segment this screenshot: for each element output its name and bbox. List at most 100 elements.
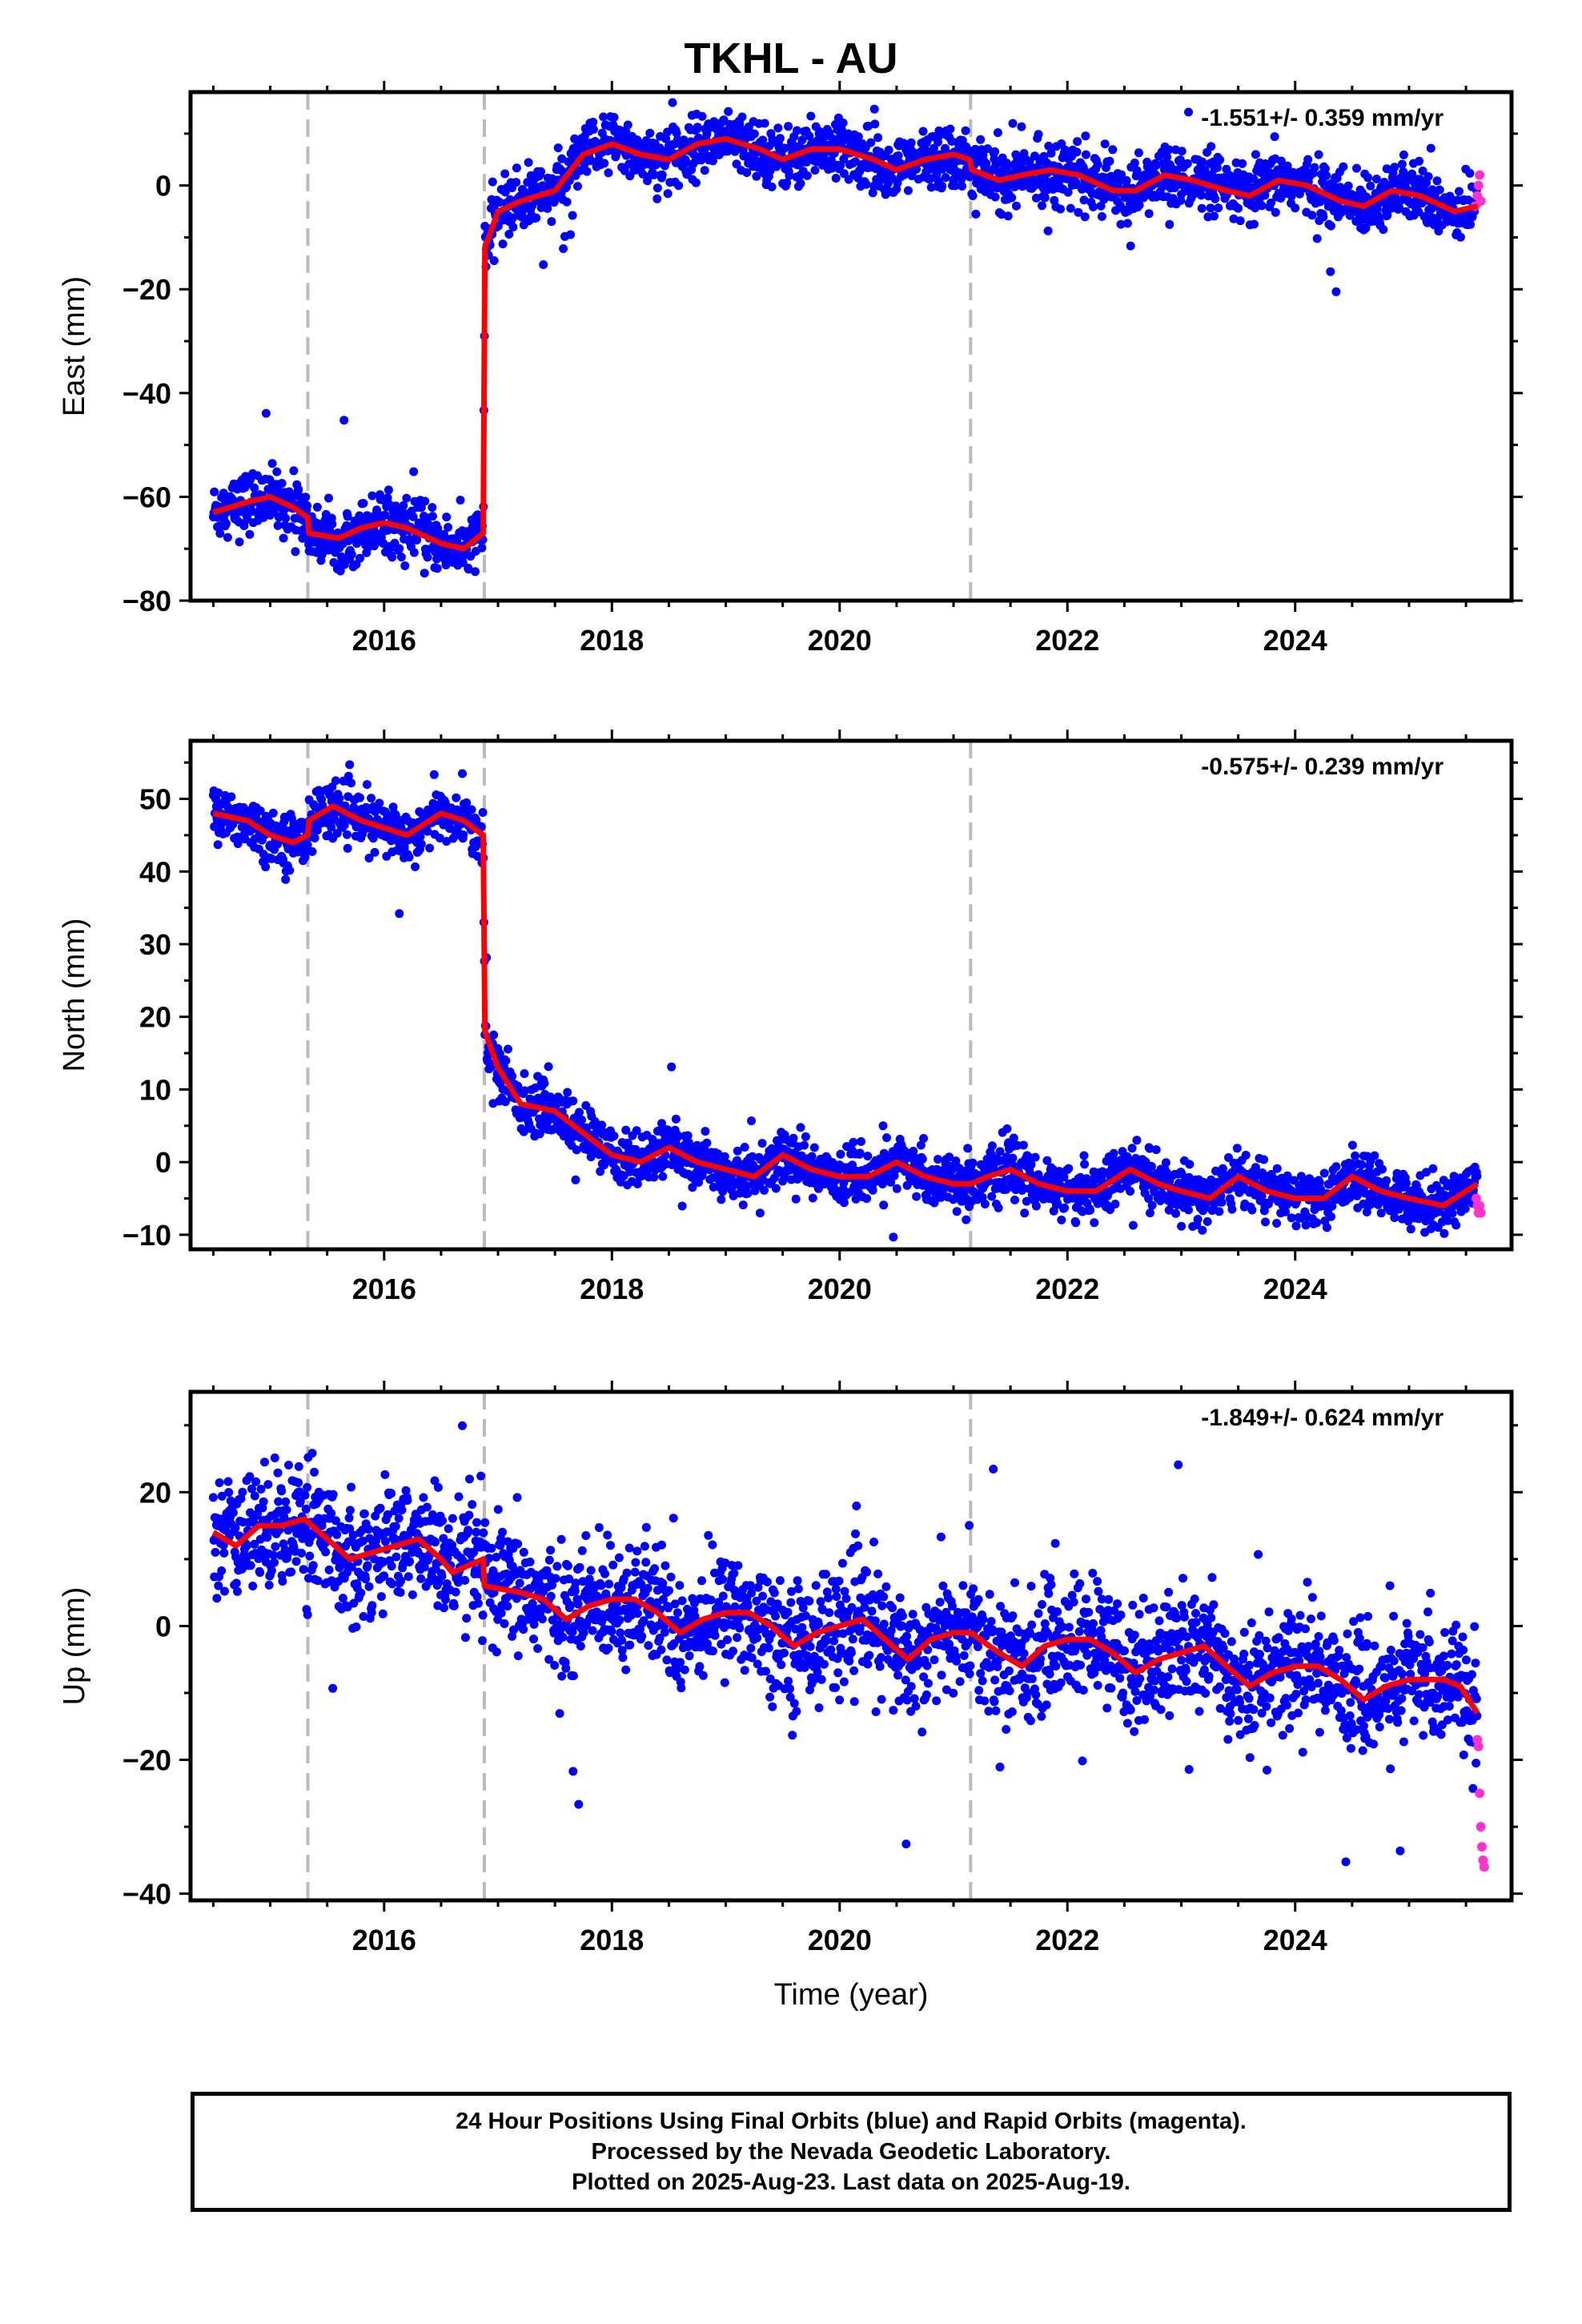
x-tick-label: 2020	[808, 1273, 872, 1305]
data-point	[467, 805, 476, 814]
data-point	[1327, 1212, 1335, 1221]
data-point	[903, 186, 913, 195]
data-point	[1063, 187, 1073, 197]
data-point	[1272, 1164, 1282, 1173]
data-point	[1053, 1198, 1062, 1208]
data-point	[961, 126, 970, 135]
data-point	[1108, 145, 1118, 155]
data-point	[1291, 1221, 1301, 1231]
data-point	[547, 217, 556, 227]
data-point	[1109, 1148, 1118, 1158]
data-point	[700, 146, 709, 155]
rapid-point	[1475, 170, 1485, 180]
data-point	[1415, 156, 1424, 166]
data-point	[530, 1084, 540, 1092]
y-tick-label: 50	[139, 783, 171, 816]
data-point	[364, 854, 374, 862]
data-point	[719, 115, 729, 125]
x-tick-label: 2024	[1263, 624, 1327, 657]
data-point	[709, 156, 717, 166]
y-tick-label: −20	[122, 273, 171, 306]
data-point	[1232, 1144, 1242, 1153]
data-point	[1162, 152, 1172, 162]
data-point	[760, 119, 769, 128]
data-point	[623, 120, 632, 130]
data-point	[1177, 1221, 1186, 1231]
data-point	[1455, 187, 1464, 196]
panel-1: 2016 2018 2020 2022 2024−1001020304050North …	[58, 730, 1523, 1305]
data-point	[1426, 143, 1435, 153]
data-point	[573, 182, 582, 191]
y-tick-label: −40	[122, 377, 171, 410]
x-tick-label: 2022	[1035, 624, 1099, 657]
rapid-point	[1476, 1208, 1486, 1218]
data-point	[222, 519, 231, 529]
data-point	[878, 1121, 888, 1131]
data-point	[1235, 216, 1245, 226]
data-point	[990, 147, 1000, 156]
data-point	[409, 467, 419, 476]
data-point	[1312, 234, 1322, 243]
data-point	[402, 493, 412, 503]
data-point	[223, 533, 232, 542]
data-point	[1395, 203, 1404, 212]
data-point	[347, 549, 356, 559]
data-point	[1399, 167, 1408, 176]
data-point	[343, 830, 351, 839]
data-point	[1073, 137, 1082, 147]
data-point	[1090, 1218, 1099, 1228]
data-point	[563, 1088, 572, 1097]
data-point	[677, 1201, 687, 1211]
data-point	[396, 553, 406, 562]
data-point	[520, 1086, 530, 1096]
data-point	[395, 544, 404, 553]
data-point	[757, 1139, 767, 1148]
data-point	[1184, 107, 1193, 117]
data-point	[1271, 207, 1280, 217]
data-point	[945, 1152, 954, 1162]
data-point	[752, 171, 761, 181]
data-point	[345, 760, 355, 770]
data-point	[994, 1203, 1003, 1212]
data-point	[459, 830, 468, 839]
data-point	[855, 1148, 865, 1158]
data-point	[737, 112, 747, 122]
data-point	[815, 127, 825, 136]
data-point	[963, 1144, 973, 1153]
data-point	[693, 123, 702, 132]
data-point	[1361, 223, 1371, 233]
data-point	[423, 553, 432, 562]
data-point	[684, 62, 693, 70]
data-point	[691, 178, 701, 187]
data-point	[1301, 1220, 1311, 1230]
data-point	[557, 154, 567, 163]
data-point	[987, 1141, 997, 1151]
data-point	[1327, 1201, 1337, 1211]
data-point	[367, 794, 376, 803]
data-point	[1351, 1151, 1360, 1160]
data-point	[1339, 162, 1348, 171]
data-point	[893, 151, 903, 160]
data-point	[667, 1062, 677, 1072]
data-point	[701, 1127, 710, 1136]
data-point	[363, 780, 371, 790]
data-point	[387, 553, 397, 562]
data-point	[588, 118, 598, 127]
data-point	[796, 1123, 805, 1132]
plot-frame	[188, 738, 1514, 1252]
data-point	[312, 502, 322, 512]
data-point	[912, 164, 921, 174]
data-point	[520, 1069, 529, 1079]
data-point	[808, 1193, 817, 1203]
data-point	[1327, 221, 1335, 231]
data-point	[303, 501, 312, 510]
data-point	[566, 230, 576, 239]
data-point	[1012, 201, 1021, 211]
data-point	[1352, 163, 1361, 173]
data-point	[935, 131, 944, 140]
data-point	[917, 1154, 927, 1164]
data-point	[508, 1072, 517, 1081]
data-point	[700, 166, 709, 175]
x-tick-label: 2018	[580, 624, 644, 657]
